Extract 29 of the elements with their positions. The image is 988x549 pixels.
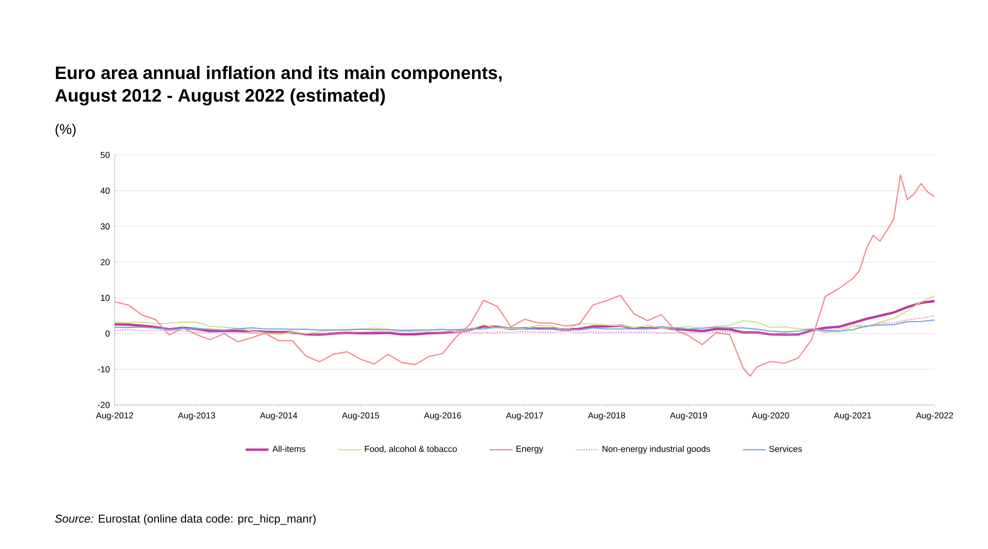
- legend-label: Services: [769, 446, 802, 452]
- y-tick-label: 40: [100, 188, 110, 194]
- y-tick-label: 30: [100, 223, 110, 230]
- chart-subtitle: August 2012 - August 2022 (estimated): [55, 88, 385, 106]
- legend-label: Non-energy industrial goods: [602, 446, 710, 454]
- x-tick-label: Aug-2014: [260, 412, 298, 420]
- x-tick-label: Aug-2020: [752, 412, 790, 420]
- y-tick-label: 0: [105, 330, 110, 337]
- y-axis-title: (%): [56, 124, 76, 137]
- x-tick-label: Aug-2022: [916, 412, 954, 420]
- line-series: [114, 174, 935, 377]
- y-tick-label: 50: [100, 152, 110, 158]
- x-tick-label: Aug-2016: [424, 412, 462, 420]
- legend-label: Food, alcohol & tobacco: [364, 446, 457, 453]
- chart-title: Euro area annual inflation and its main components,: [56, 66, 502, 83]
- legend-label: Energy: [516, 446, 544, 454]
- x-tick-label: Aug-2015: [342, 412, 380, 420]
- legend-label: All-items: [272, 446, 306, 452]
- x-tick-label: Aug-2012: [96, 412, 134, 420]
- x-tick-label: Aug-2018: [588, 412, 626, 420]
- text: Source: Eurostat (online data code: prc_hicp_manr): [55, 514, 316, 525]
- x-tick-label: Aug-2017: [506, 412, 544, 420]
- x-tick-label: Aug-2021: [834, 412, 872, 420]
- y-tick-label: -20: [98, 402, 110, 408]
- x-tick-label: Aug-2019: [670, 412, 708, 420]
- y-tick-label: -10: [98, 366, 110, 372]
- y-tick-label: 10: [100, 294, 110, 301]
- x-tick-label: Aug-2013: [178, 412, 216, 420]
- y-tick-label: 20: [100, 259, 110, 266]
